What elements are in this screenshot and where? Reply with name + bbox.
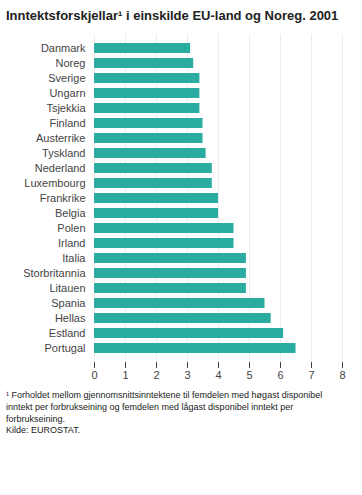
svg-text:Ungarn: Ungarn — [49, 87, 85, 99]
svg-text:Finland: Finland — [49, 117, 85, 129]
svg-text:Italia: Italia — [62, 252, 86, 264]
svg-text:Danmark: Danmark — [41, 42, 86, 54]
html-text:Inntektsforskjellar¹ i einskil: Inntektsforskjellar¹ i einskilde EU-land… — [6, 8, 339, 23]
svg-text:2: 2 — [153, 370, 159, 382]
svg-text:8: 8 — [339, 370, 345, 382]
svg-text:3: 3 — [184, 370, 190, 382]
svg-text:4: 4 — [215, 370, 221, 382]
svg-text:Litauen: Litauen — [49, 282, 85, 294]
svg-text:Estland: Estland — [49, 327, 86, 339]
svg-text:Noreg: Noreg — [56, 57, 86, 69]
svg-text:Belgia: Belgia — [55, 207, 86, 219]
html-text:¹ Forholdet mellom gjennomsnit: ¹ Forholdet mellom gjennomsnittsinntekte… — [6, 390, 323, 436]
svg-text:Nederland: Nederland — [35, 162, 86, 174]
svg-text:Hellas: Hellas — [55, 312, 86, 324]
svg-text:Austerrike: Austerrike — [36, 132, 86, 144]
svg-text:Spania: Spania — [51, 297, 86, 309]
svg-text:Storbritannia: Storbritannia — [23, 267, 86, 279]
svg-text:Tyskland: Tyskland — [42, 147, 85, 159]
svg-text:5: 5 — [246, 370, 252, 382]
svg-text:Luxembourg: Luxembourg — [24, 177, 85, 189]
svg-text:Sverige: Sverige — [48, 72, 85, 84]
svg-text:0: 0 — [91, 370, 97, 382]
svg-text:Portugal: Portugal — [45, 342, 86, 354]
svg-text:1: 1 — [122, 370, 128, 382]
svg-text:7: 7 — [308, 370, 314, 382]
svg-text:Tsjekkia: Tsjekkia — [46, 102, 86, 114]
svg-text:6: 6 — [277, 370, 283, 382]
svg-text:Irland: Irland — [58, 237, 86, 249]
svg-text:Frankrike: Frankrike — [40, 192, 86, 204]
svg-text:Polen: Polen — [57, 222, 85, 234]
